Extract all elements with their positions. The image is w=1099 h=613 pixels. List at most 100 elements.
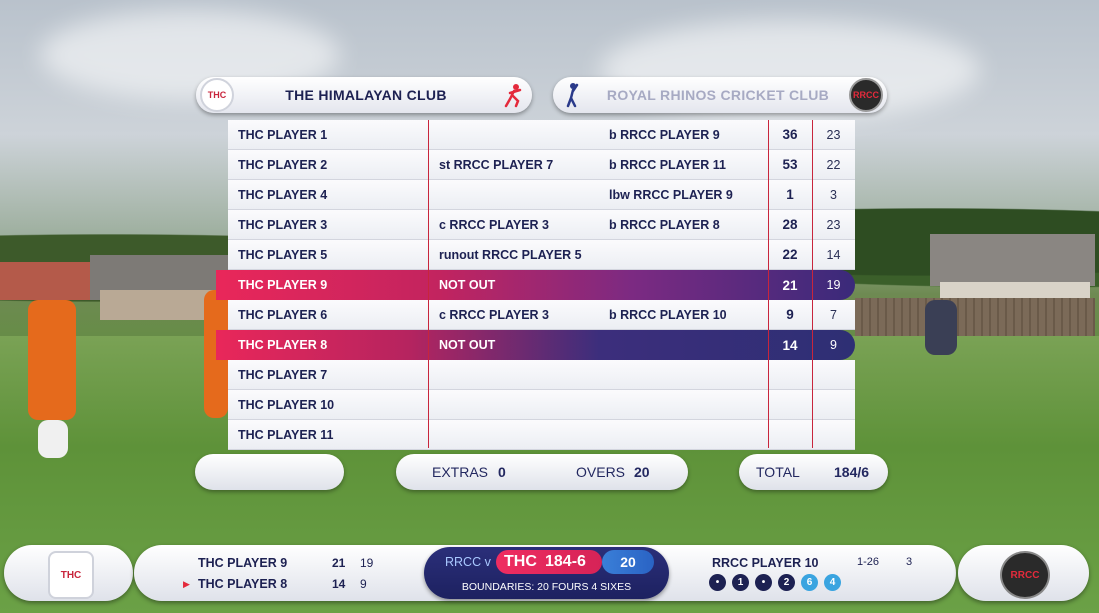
runs: 9 xyxy=(786,307,794,322)
match-prefix: RRCC v xyxy=(445,555,491,569)
house-roof xyxy=(930,234,1095,286)
runs: 36 xyxy=(782,127,798,142)
ball-delivery: • xyxy=(709,574,726,591)
ball-delivery: 1 xyxy=(732,574,749,591)
batter2-runs: 14 xyxy=(332,577,346,591)
balls-faced: 22 xyxy=(826,157,841,172)
overs-label: OVERS xyxy=(576,464,626,480)
batting-row: THC PLAYER 10 xyxy=(228,390,855,420)
overs-badge: 20 xyxy=(602,550,654,574)
balls-faced: 23 xyxy=(826,217,841,232)
away-team-name: ROYAL RHINOS CRICKET CLUB xyxy=(606,87,830,103)
extras-value: 0 xyxy=(498,464,506,480)
runs: 22 xyxy=(782,247,798,262)
batter1-name: THC PLAYER 9 xyxy=(198,556,288,570)
thc-logo-icon: THC xyxy=(200,78,234,112)
player-figure xyxy=(28,300,76,420)
dismissal-info: b RRCC PLAYER 9 xyxy=(609,127,720,142)
home-team-header: THC THE HIMALAYAN CLUB xyxy=(196,77,532,113)
player-pads xyxy=(38,420,68,458)
batting-row: THC PLAYER 5 runout RRCC PLAYER 5 22 14 xyxy=(228,240,855,270)
batter-name: THC PLAYER 5 xyxy=(238,247,328,262)
balls-faced: 23 xyxy=(826,127,841,142)
fielder-info: c RRCC PLAYER 3 xyxy=(439,307,549,322)
boundaries-text: BOUNDARIES: 20 FOURS 4 SIXES xyxy=(461,581,632,593)
balls-faced: 19 xyxy=(826,278,841,292)
overs-value: 20 xyxy=(634,464,650,480)
batter1-runs: 21 xyxy=(332,556,346,570)
ball-delivery: 4 xyxy=(824,574,841,591)
batting-row: THC PLAYER 4 lbw RRCC PLAYER 9 1 3 xyxy=(228,180,855,210)
team-score-badge: THC 184-6 xyxy=(496,550,602,574)
team-score: 184-6 xyxy=(545,553,586,570)
bowler-icon xyxy=(557,80,587,110)
batter-name: THC PLAYER 7 xyxy=(238,367,328,382)
balls-faced: 14 xyxy=(826,247,841,262)
runs: 21 xyxy=(782,277,798,293)
fielder-info: c RRCC PLAYER 3 xyxy=(439,217,549,232)
empty-summary-pill xyxy=(195,454,344,490)
dismissal-info: b RRCC PLAYER 8 xyxy=(609,217,720,232)
fielder-info: NOT OUT xyxy=(439,338,496,352)
home-team-name: THE HIMALAYAN CLUB xyxy=(285,87,447,103)
batting-row: THC PLAYER 2 st RRCC PLAYER 7 b RRCC PLAYE… xyxy=(228,150,855,180)
runs: 53 xyxy=(782,157,798,172)
balls-faced: 9 xyxy=(830,338,837,352)
dismissal-info: lbw RRCC PLAYER 9 xyxy=(609,187,733,202)
batter-name: THC PLAYER 3 xyxy=(238,217,328,232)
batting-row: THC PLAYER 3 c RRCC PLAYER 3 b RRCC PLAYER… xyxy=(228,210,855,240)
score-panel: RRCC v THC 184-6 20 BOUNDARIES: 20 FOURS… xyxy=(424,547,669,599)
extras-overs-pill: EXTRAS 0 OVERS 20 xyxy=(396,454,688,490)
house xyxy=(100,290,220,320)
batter-name: THC PLAYER 2 xyxy=(238,157,328,172)
batting-row: THC PLAYER 11 xyxy=(228,420,855,450)
batting-row: THC PLAYER 6 c RRCC PLAYER 3 b RRCC PLAYER… xyxy=(228,300,855,330)
home-logo-pill: THC xyxy=(4,545,133,601)
batter-figure xyxy=(925,300,957,355)
runs: 14 xyxy=(782,337,798,353)
ball-delivery: 6 xyxy=(801,574,818,591)
dismissal-info: b RRCC PLAYER 11 xyxy=(609,157,726,172)
fielder-info: NOT OUT xyxy=(439,278,496,292)
bowler-name: RRCC PLAYER 10 xyxy=(712,556,819,570)
balls-faced: 7 xyxy=(830,307,837,322)
runs: 28 xyxy=(782,217,798,232)
overs-count: 20 xyxy=(620,554,636,570)
batting-row: THC PLAYER 9 NOT OUT 21 19 xyxy=(216,270,855,300)
rrcc-logo-icon: RRCC xyxy=(849,78,883,112)
fielder-info: st RRCC PLAYER 7 xyxy=(439,157,554,172)
batter-name: THC PLAYER 10 xyxy=(238,397,335,412)
extras-label: EXTRAS xyxy=(432,464,489,480)
batter1-balls: 19 xyxy=(360,556,374,570)
batting-row: THC PLAYER 7 xyxy=(228,360,855,390)
fielder-info: runout RRCC PLAYER 5 xyxy=(439,247,582,262)
bowler-figures: 1-26 xyxy=(857,556,880,568)
batter-name: THC PLAYER 6 xyxy=(238,307,328,322)
batter-name: THC PLAYER 4 xyxy=(238,187,328,202)
total-pill: TOTAL 184/6 xyxy=(739,454,888,490)
batter2-name: THC PLAYER 8 xyxy=(198,577,288,591)
total-value: 184/6 xyxy=(834,464,870,480)
rrcc-logo-icon: RRCC xyxy=(1000,551,1050,599)
thc-logo-icon: THC xyxy=(48,551,94,599)
batter-icon xyxy=(498,80,528,110)
on-strike-icon: ▶ xyxy=(183,579,190,589)
batter2-balls: 9 xyxy=(360,577,367,591)
batting-row: THC PLAYER 1 b RRCC PLAYER 9 36 23 xyxy=(228,120,855,150)
house-roof xyxy=(0,262,90,300)
column-divider xyxy=(812,120,813,448)
batting-team: THC xyxy=(504,553,537,570)
fence xyxy=(855,298,1095,338)
batter-name: THC PLAYER 9 xyxy=(238,278,328,292)
column-divider xyxy=(428,120,429,448)
column-divider xyxy=(768,120,769,448)
batter-name: THC PLAYER 11 xyxy=(238,427,334,442)
ball-delivery: • xyxy=(755,574,772,591)
away-team-header: ROYAL RHINOS CRICKET CLUB RRCC xyxy=(553,77,887,113)
batter-name: THC PLAYER 8 xyxy=(238,338,328,352)
bowler-overs: 3 xyxy=(906,556,913,568)
ball-delivery: 2 xyxy=(778,574,795,591)
batter-name: THC PLAYER 1 xyxy=(238,127,328,142)
balls-faced: 3 xyxy=(830,187,837,202)
